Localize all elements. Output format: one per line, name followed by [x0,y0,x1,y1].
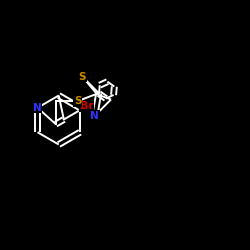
Text: S: S [74,96,81,106]
Text: S: S [79,72,86,82]
Text: N: N [33,103,42,113]
Text: Br: Br [80,101,94,111]
Text: N: N [90,111,99,121]
